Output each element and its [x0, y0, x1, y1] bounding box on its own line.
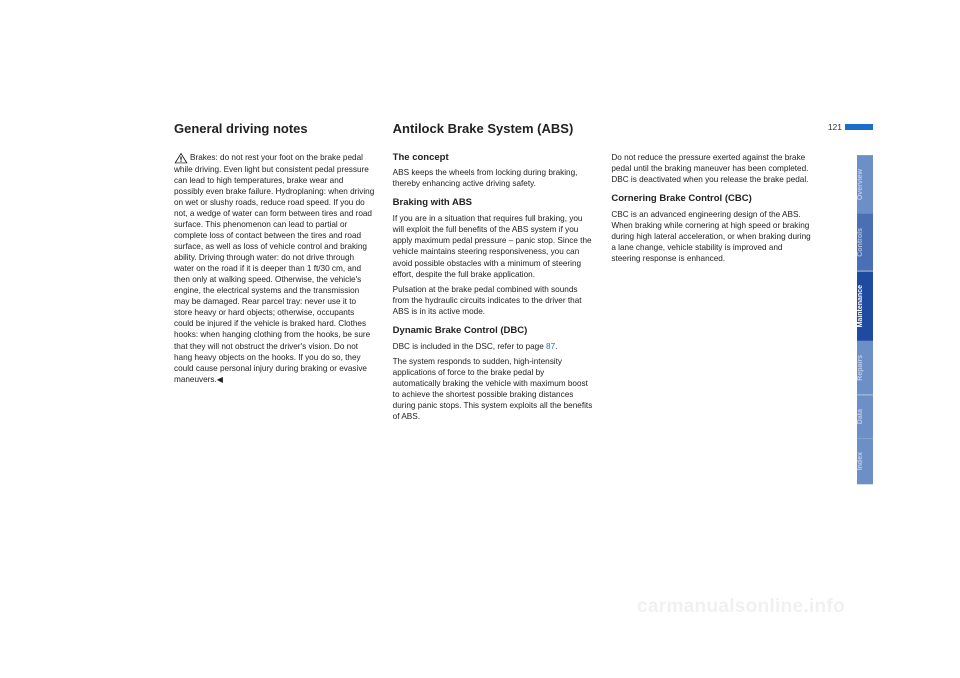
- heading-spacer: [611, 120, 812, 138]
- body-braking-abs-2: Pulsation at the brake pedal combined wi…: [393, 284, 594, 317]
- tab-maintenance[interactable]: Maintenance: [857, 271, 873, 341]
- heading-general-driving: General driving notes: [174, 120, 375, 138]
- heading-abs: Antilock Brake System (ABS): [393, 120, 594, 138]
- body-dbc-2: The system responds to sudden, high-inte…: [393, 356, 594, 422]
- page-link-87[interactable]: 87: [546, 342, 555, 351]
- subhead-cbc: Cornering Brake Control (CBC): [611, 193, 812, 206]
- page-content: General driving notes Brakes: do not res…: [174, 120, 812, 426]
- accent-bar: [845, 124, 873, 130]
- tab-index[interactable]: Index: [857, 438, 873, 484]
- body-text-general-driving: Brakes: do not rest your foot on the bra…: [174, 153, 374, 384]
- body-braking-abs-1: If you are in a situation that requires …: [393, 213, 594, 279]
- body-dbc-1: DBC is included in the DSC, refer to pag…: [393, 341, 594, 352]
- subhead-braking-abs: Braking with ABS: [393, 197, 594, 210]
- body-cbc: CBC is an advanced engineering design of…: [611, 209, 812, 264]
- watermark: carmanualsonline.info: [637, 596, 845, 618]
- page-number: 121: [828, 122, 842, 132]
- body-dbc-continued: Do not reduce the pressure exerted again…: [611, 152, 812, 185]
- tab-overview[interactable]: Overview: [857, 155, 873, 214]
- body-concept: ABS keeps the wheels from locking during…: [393, 167, 594, 189]
- subhead-concept: The concept: [393, 152, 594, 165]
- warning-icon: [174, 152, 188, 164]
- tab-data[interactable]: Data: [857, 395, 873, 438]
- subhead-dbc: Dynamic Brake Control (DBC): [393, 325, 594, 338]
- body-dbc-1b: .: [555, 342, 557, 351]
- side-tabs: OverviewControlsMaintenanceRepairsDataIn…: [857, 155, 873, 485]
- body-dbc-1a: DBC is included in the DSC, refer to pag…: [393, 342, 546, 351]
- column-cbc: Do not reduce the pressure exerted again…: [611, 120, 812, 426]
- body-general-driving: Brakes: do not rest your foot on the bra…: [174, 152, 375, 385]
- column-general-driving: General driving notes Brakes: do not res…: [174, 120, 375, 426]
- tab-controls[interactable]: Controls: [857, 214, 873, 271]
- column-abs: Antilock Brake System (ABS) The concept …: [393, 120, 594, 426]
- tab-repairs[interactable]: Repairs: [857, 341, 873, 395]
